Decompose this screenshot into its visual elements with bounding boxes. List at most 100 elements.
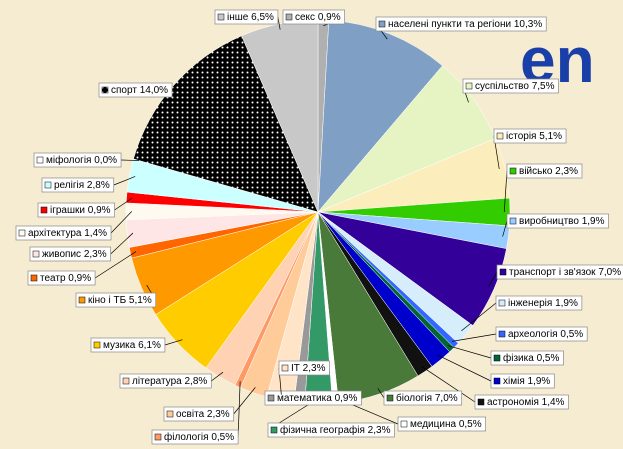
legend-key <box>40 206 48 214</box>
data-label: література 2,8% <box>119 371 224 389</box>
legend-key <box>44 181 52 189</box>
label-value: 1,4% <box>542 397 565 408</box>
label-category: астрономія <box>487 397 539 408</box>
leader-line <box>377 388 385 399</box>
label-text: ІТ 2,3% <box>291 363 326 374</box>
label-text: театр 0,9% <box>40 273 91 284</box>
label-text: живопис 2,3% <box>42 249 107 260</box>
data-label: ІТ 2,3% <box>278 360 330 395</box>
data-label: транспорт і зв'язок 7,0% <box>488 264 623 287</box>
legend-key <box>32 250 40 258</box>
label-category: міфологія <box>46 154 91 166</box>
label-box <box>282 9 345 25</box>
label-value: 2,8% <box>87 180 110 191</box>
label-value: 1,9% <box>528 376 551 387</box>
data-label: філологія 0,5% <box>151 381 241 445</box>
label-box <box>490 373 555 389</box>
label-category: музика <box>103 340 136 351</box>
legend-key <box>30 274 38 282</box>
label-box <box>267 422 395 438</box>
label-text: фізика 0,5% <box>503 352 559 364</box>
label-text: населені пункти та регіони 10,3% <box>388 19 542 30</box>
data-label: біологія 7,0% <box>377 388 463 406</box>
data-label: живопис 2,3% <box>29 232 134 262</box>
label-text: релігія 2,8% <box>54 180 110 191</box>
legend-key <box>101 86 109 94</box>
label-text: іграшки 0,9% <box>50 205 111 216</box>
label-category: театр <box>40 273 66 284</box>
pie-slice <box>133 35 319 213</box>
leader-line <box>461 302 497 332</box>
label-value: 0,5% <box>560 329 583 340</box>
label-category: фізична географія <box>280 424 365 436</box>
labels: секс 0,9% населені пункти та регіони 10,3… <box>15 9 623 445</box>
label-box <box>163 406 235 422</box>
data-label: інженерія 1,9% <box>461 295 583 332</box>
leader-line <box>113 176 136 186</box>
label-text: історія 5,1% <box>506 131 562 142</box>
legend-key <box>493 354 501 362</box>
label-box <box>375 16 547 32</box>
label-category: інженерія <box>508 298 552 309</box>
label-box <box>493 128 567 144</box>
label-value: 2,3% <box>555 166 578 177</box>
label-category: хімія <box>503 376 525 387</box>
legend-key <box>154 433 162 441</box>
leader-line <box>447 345 492 359</box>
label-box <box>41 177 115 193</box>
data-label: археологія 0,5% <box>451 326 588 342</box>
data-label: архітектура 1,4% <box>15 211 133 241</box>
leader-line <box>164 339 183 346</box>
data-label: інше 6,5% <box>214 9 281 30</box>
label-text: інженерія 1,9% <box>508 298 578 309</box>
label-value: 0,5% <box>459 419 482 430</box>
label-category: населені пункти та регіони <box>388 19 511 30</box>
label-value: 1,4% <box>84 228 107 239</box>
label-text: література 2,8% <box>132 376 207 387</box>
label-box <box>264 390 362 406</box>
label-value: 6,5% <box>251 12 274 23</box>
data-label: кіно і ТБ 5,1% <box>75 284 157 308</box>
label-category: іграшки <box>50 205 85 216</box>
label-category: транспорт і зв'язок <box>509 267 596 278</box>
label-value: 2,3% <box>368 425 391 436</box>
label-category: освіта <box>176 409 205 420</box>
label-box <box>496 264 623 280</box>
label-text: біологія 7,0% <box>396 392 458 404</box>
data-label: секс 0,9% <box>282 9 345 27</box>
label-text: освіта 2,3% <box>176 409 230 420</box>
leader-line <box>94 251 137 279</box>
legend-key <box>509 217 517 225</box>
label-value: 7,0% <box>598 267 621 278</box>
data-label: виробництво 1,9% <box>502 213 609 237</box>
label-text: інше 6,5% <box>227 12 274 23</box>
label-text: військо 2,3% <box>519 166 578 177</box>
label-value: 0,9% <box>318 12 341 23</box>
leader-line <box>488 271 498 287</box>
label-category: секс <box>295 12 315 23</box>
data-label: театр 0,9% <box>27 251 137 286</box>
legend-key <box>400 420 408 428</box>
label-category: медицина <box>410 419 456 430</box>
leader-line <box>114 197 133 211</box>
label-category: військо <box>519 166 553 177</box>
label-value: 7,5% <box>532 81 555 92</box>
label-text: хімія 1,9% <box>503 376 550 387</box>
data-label: хімія 1,9% <box>437 354 555 389</box>
legend-key <box>122 377 130 385</box>
label-box <box>490 350 564 366</box>
legend-key <box>509 167 517 175</box>
label-category: живопис <box>42 249 81 260</box>
data-label: астрономія 1,4% <box>421 366 569 410</box>
label-category: виробництво <box>519 215 579 227</box>
label-category: археологія <box>508 329 558 340</box>
label-value: 10,3% <box>514 19 542 30</box>
legend-key <box>78 296 86 304</box>
leader-line <box>451 333 497 342</box>
leader-line <box>237 381 241 438</box>
label-category: історія <box>506 131 536 142</box>
label-value: 2,8% <box>184 376 207 387</box>
legend-key <box>93 341 101 349</box>
legend-key <box>493 377 501 385</box>
leader-line <box>171 88 179 91</box>
